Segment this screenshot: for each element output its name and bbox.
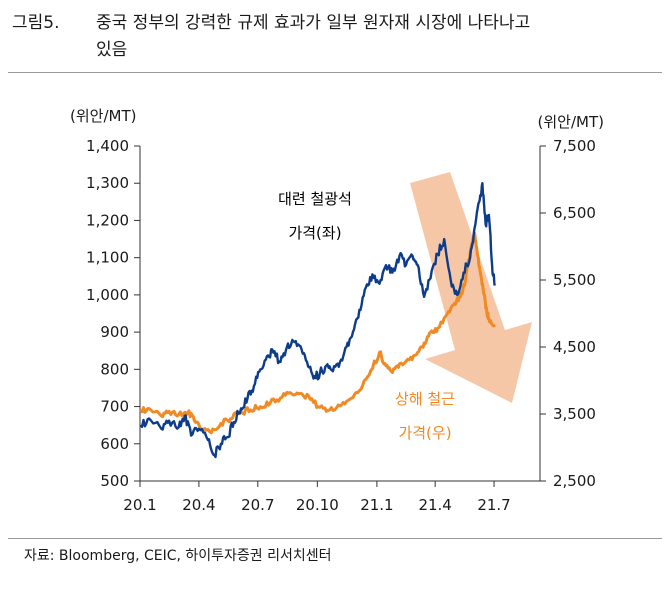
trend-arrow-shape (410, 172, 532, 403)
figure-number: 그림5. (12, 13, 60, 33)
x-tick-group: 20.1 20.4 20.7 20.10 21.1 21.4 21.7 (123, 481, 511, 514)
right-tick-label: 3,500 (553, 405, 596, 423)
x-tick-label: 20.1 (123, 496, 156, 514)
right-tick-label: 6,500 (553, 204, 596, 222)
left-tick-label: 700 (100, 398, 129, 416)
right-tick-label: 4,500 (553, 338, 596, 356)
left-tick-label: 500 (100, 472, 129, 490)
trend-arrow (410, 172, 532, 403)
annotation-steel-line1: 상해 철근 (395, 390, 455, 408)
bottom-divider (8, 538, 662, 539)
top-divider (8, 72, 662, 73)
right-tick-label: 7,500 (553, 137, 596, 155)
title-text-1: 중국 정부의 강력한 규제 효과가 일부 원자재 시장에 나타나고 (96, 13, 531, 33)
left-tick-label: 1,400 (86, 137, 129, 155)
annotation-iron-ore-line2: 가격(좌) (288, 224, 341, 242)
chart-title: 그림5. 중국 정부의 강력한 규제 효과가 일부 원자재 시장에 나타나고 있음 (12, 10, 662, 64)
title-line-1: 그림5. 중국 정부의 강력한 규제 효과가 일부 원자재 시장에 나타나고 (12, 10, 662, 37)
chart-axes (139, 146, 541, 482)
left-unit-label: (위안/MT) (70, 107, 136, 125)
x-tick-label: 20.4 (182, 496, 215, 514)
source-note: 자료: Bloomberg, CEIC, 하이투자증권 리서치센터 (24, 548, 332, 564)
left-tick-label: 1,000 (86, 286, 129, 304)
right-tick-label: 2,500 (553, 472, 596, 490)
right-tick-label: 5,500 (553, 271, 596, 289)
x-tick-label: 20.7 (241, 496, 274, 514)
chart-canvas: (위안/MT) (위안/MT) 1,400 1,300 1,200 1,100 1,00… (70, 107, 604, 514)
annotation-iron-ore-line1: 대련 철광석 (278, 190, 352, 208)
left-tick-label: 900 (100, 323, 129, 341)
right-tick-group: 7,500 6,500 5,500 4,500 3,500 2,500 (540, 137, 596, 490)
right-unit-label: (위안/MT) (538, 113, 604, 131)
left-tick-label: 600 (100, 435, 129, 453)
left-tick-group: 1,400 1,300 1,200 1,100 1,000 900 800 700 600 500 (86, 137, 140, 490)
annotation-steel-line2: 가격(우) (398, 424, 451, 442)
left-tick-label: 1,300 (86, 174, 129, 192)
title-line-2: 있음 (96, 40, 128, 60)
left-tick-label: 1,100 (86, 249, 129, 267)
x-tick-label: 21.4 (418, 496, 451, 514)
x-tick-label: 21.1 (360, 496, 393, 514)
series-line-iron-ore (139, 182, 496, 459)
x-tick-label: 21.7 (477, 496, 510, 514)
left-tick-label: 1,200 (86, 211, 129, 229)
x-tick-label: 20.10 (296, 496, 339, 514)
left-tick-label: 800 (100, 360, 129, 378)
